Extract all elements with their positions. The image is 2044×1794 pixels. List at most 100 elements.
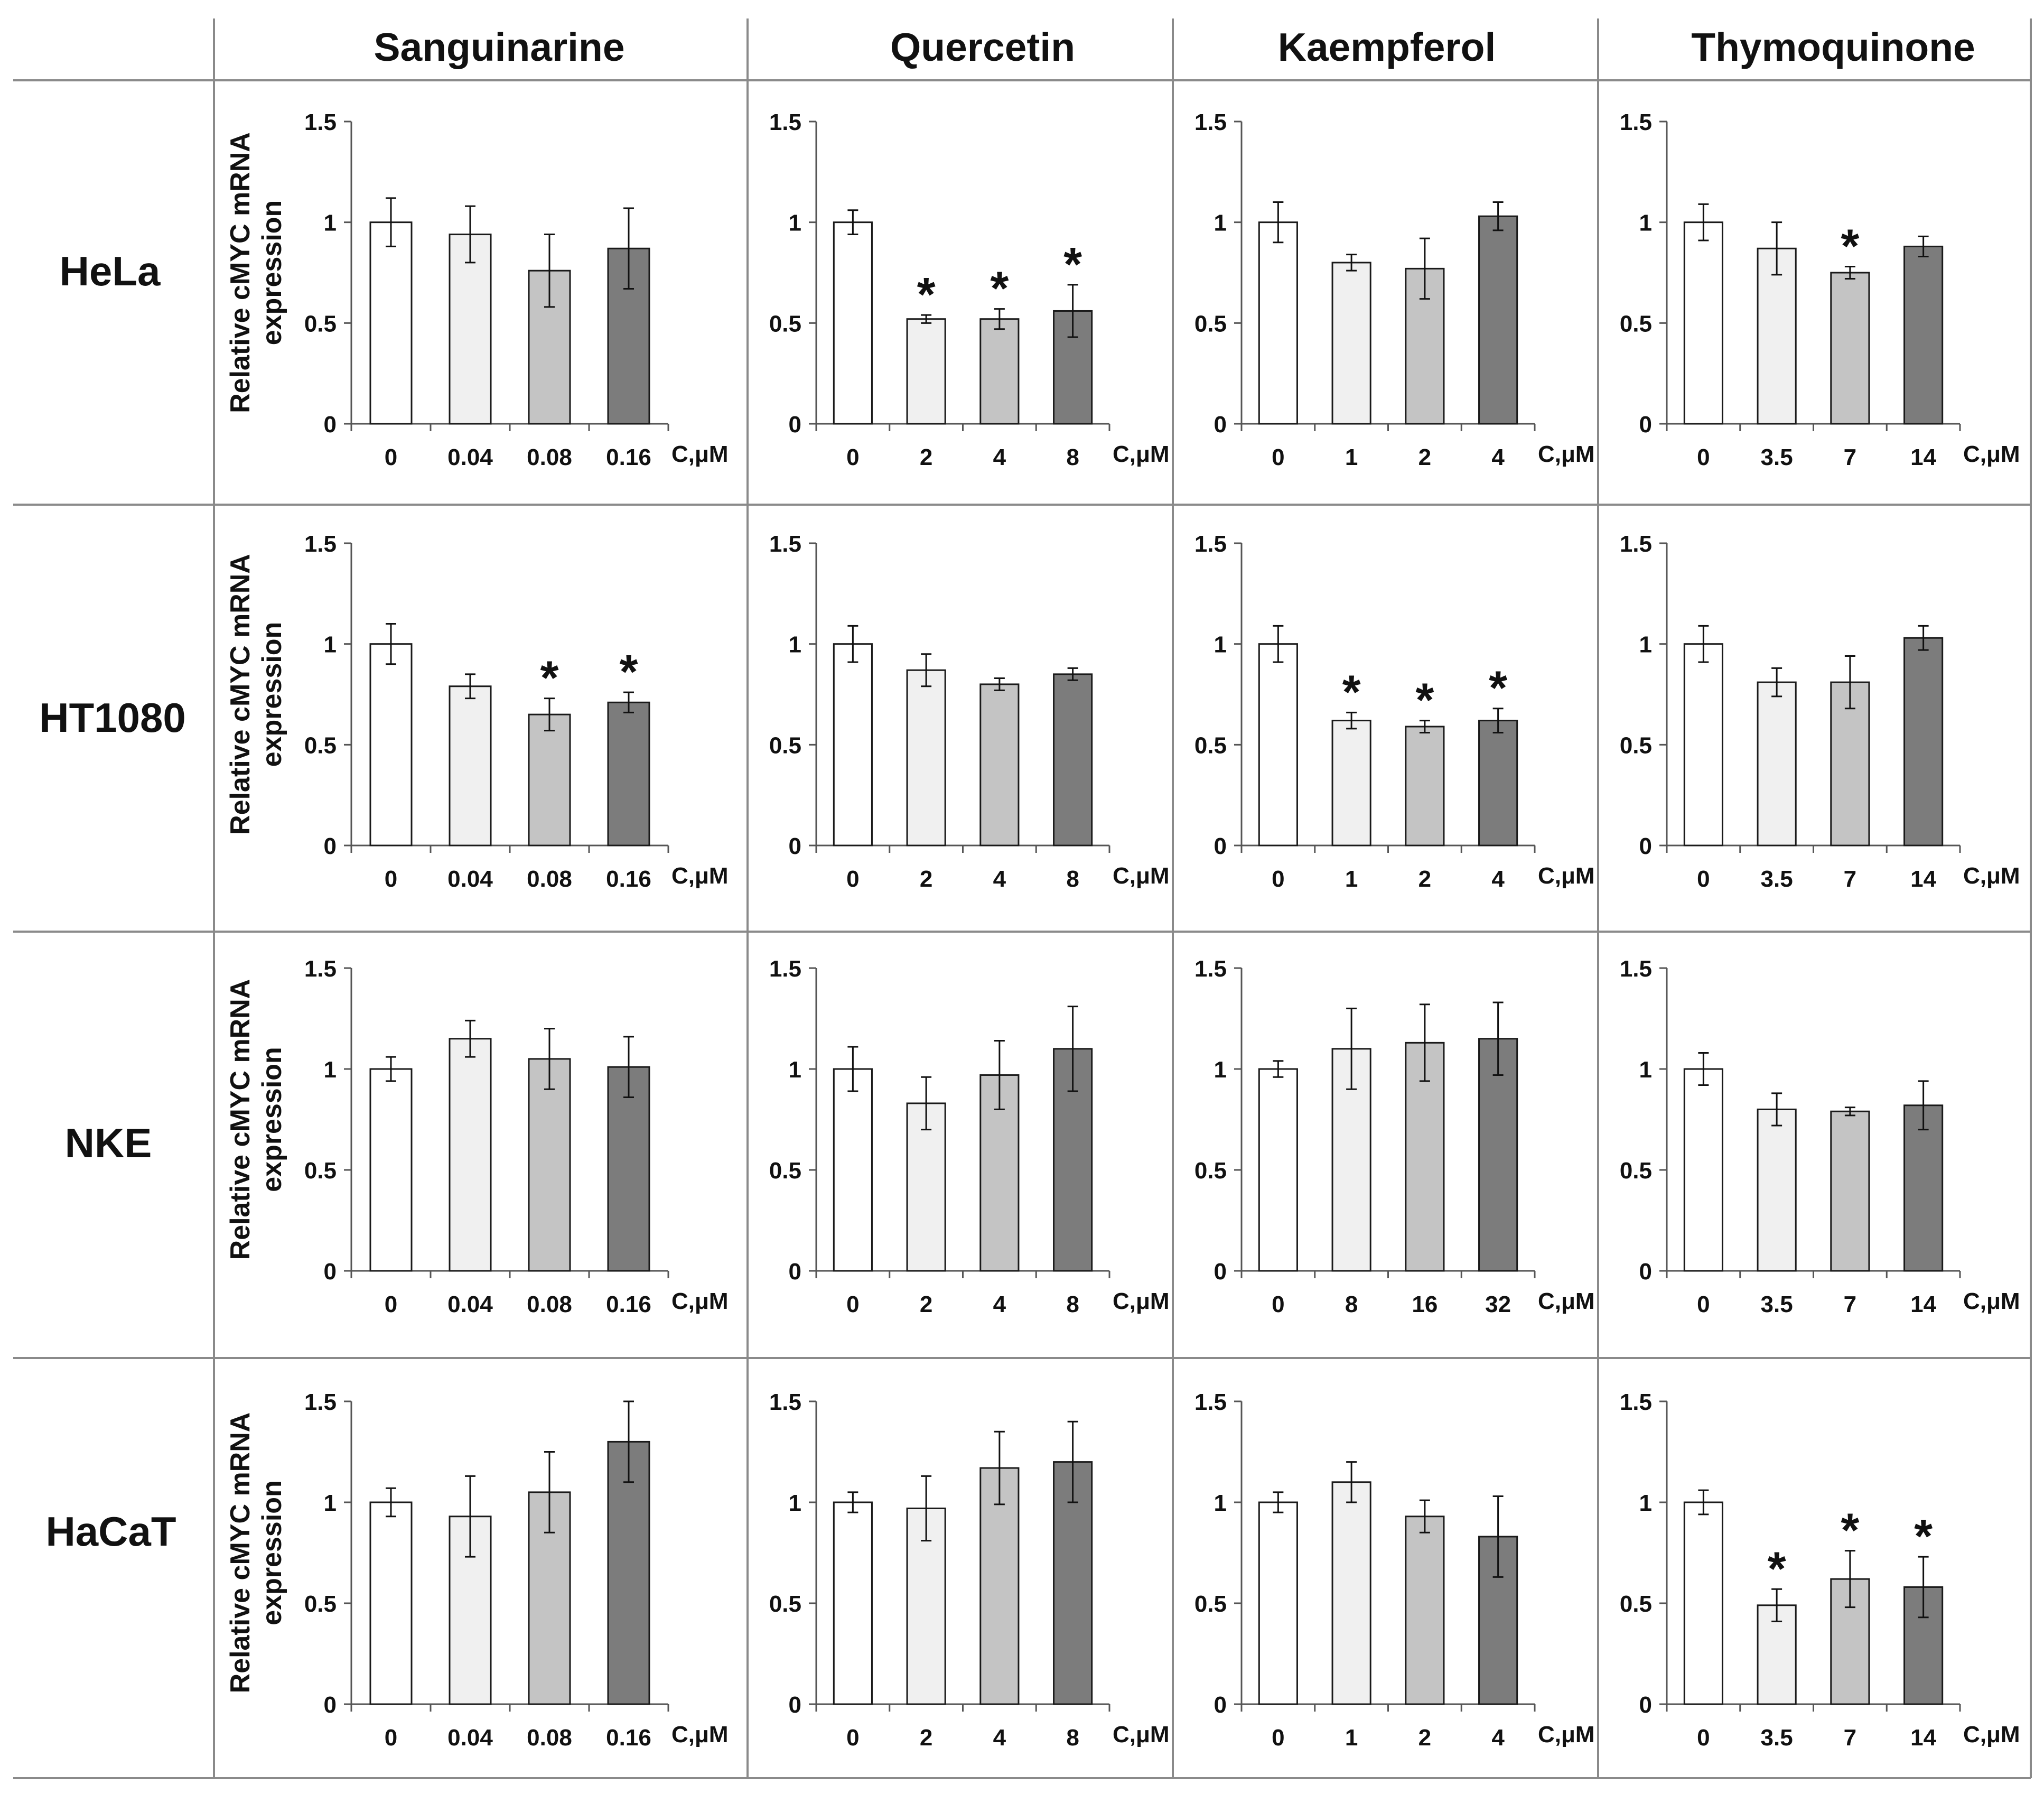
x-tick-label: 0: [846, 866, 859, 892]
bar-0: [1258, 643, 1298, 847]
x-tick-label: 3.5: [1761, 1291, 1793, 1317]
bar-8: [1053, 673, 1093, 847]
y-tick-label: 0.5: [769, 311, 801, 337]
chart-hacat-sanguinarine: 0 0.5 1 1.5 0 0.04 0.08 0.16 C,μM Relative cMYC m…: [225, 1389, 729, 1751]
y-axis-title-line2: expression: [257, 1480, 287, 1625]
chart-ht1080-sanguinarine: 0 0.5 1 1.5 0 0.04 * 0.08 * 0.16 C,μM Relative cMYC…: [225, 531, 729, 892]
x-tick-label: 2: [920, 1725, 932, 1751]
x-unit-label: C,μM: [1538, 441, 1595, 467]
x-tick-label: 2: [1418, 866, 1431, 892]
bar-7: [1830, 272, 1870, 425]
x-tick-label: 0: [1272, 1291, 1284, 1317]
chart-ht1080-thymoquinone: 0 0.5 1 1.5 0 3.5 7 14 C,μM: [1620, 531, 2020, 892]
x-tick-label: 0.08: [527, 1291, 572, 1317]
bar-4: [979, 1467, 1020, 1705]
chart-hacat-quercetin: 0 0.5 1 1.5 0 2 4 8 C,μM: [769, 1389, 1170, 1751]
y-tick-label: 0.5: [1620, 1158, 1652, 1184]
y-tick-label: 0: [324, 1692, 337, 1718]
y-axis-title-line1: Relative cMYC mRNA: [225, 979, 256, 1260]
significance-marker: *: [1489, 662, 1507, 715]
bar-0: [833, 1068, 873, 1272]
x-tick-label: 0: [385, 444, 397, 470]
column-header-sanguinarine: Sanguinarine: [374, 25, 624, 69]
y-tick-label: 0.5: [304, 732, 337, 758]
x-tick-label: 0.08: [527, 444, 572, 470]
y-tick-label: 0: [1639, 412, 1652, 438]
x-tick-label: 0.08: [527, 866, 572, 892]
bar-14: [1903, 637, 1944, 847]
chart-nke-thymoquinone: 0 0.5 1 1.5 0 3.5 7 14 C,μM: [1620, 956, 2020, 1317]
y-tick-label: 0.5: [1620, 732, 1652, 758]
y-axis-title-line2: expression: [257, 622, 287, 767]
y-tick-label: 1.5: [769, 1389, 801, 1415]
chart-hela-kaempferol: 0 0.5 1 1.5 0 1 2 4 C,μM: [1194, 109, 1595, 470]
bar-0.16: [607, 701, 650, 847]
y-tick-label: 1: [789, 632, 801, 658]
x-tick-label: 8: [1066, 444, 1079, 470]
bar-0: [1258, 221, 1298, 425]
y-tick-label: 0.5: [769, 732, 801, 758]
y-tick-label: 0: [789, 833, 801, 859]
y-tick-label: 1: [789, 210, 801, 236]
x-unit-label: C,μM: [671, 863, 729, 889]
column-headers: Sanguinarine Quercetin Kaempferol Thymoq…: [374, 25, 1975, 69]
y-tick-label: 0: [1214, 833, 1227, 859]
y-tick-label: 1.5: [304, 109, 337, 135]
y-tick-label: 1.5: [1194, 1389, 1227, 1415]
bar-7: [1830, 681, 1870, 847]
y-axis-title-line1: Relative cMYC mRNA: [225, 554, 256, 835]
chart-hacat-kaempferol: 0 0.5 1 1.5 0 1 2 4 C,μM: [1194, 1389, 1595, 1751]
y-axis-title-line2: expression: [257, 1047, 287, 1192]
y-tick-label: 1: [324, 210, 337, 236]
bar-1: [1331, 262, 1371, 425]
x-tick-label: 0: [1697, 1291, 1710, 1317]
x-tick-label: 0.04: [447, 1291, 493, 1317]
y-tick-label: 0: [324, 833, 337, 859]
x-tick-label: 0: [385, 1725, 397, 1751]
row-headers: HeLa HT1080 NKE HaCaT: [39, 248, 186, 1555]
y-tick-label: 1.5: [1620, 1389, 1652, 1415]
row-header-ht1080: HT1080: [39, 694, 186, 741]
x-tick-label: 0.16: [606, 1291, 651, 1317]
x-tick-label: 4: [1491, 1725, 1505, 1751]
bar-0.04: [449, 1038, 492, 1272]
y-tick-label: 1.5: [304, 531, 337, 557]
bar-0: [1683, 1068, 1723, 1272]
significance-marker: *: [540, 652, 558, 705]
x-unit-label: C,μM: [1113, 863, 1170, 889]
x-tick-label: 0: [846, 1725, 859, 1751]
y-tick-label: 0: [1639, 833, 1652, 859]
y-tick-label: 1: [324, 1490, 337, 1516]
table-grid: [13, 18, 2032, 1779]
x-unit-label: C,μM: [1963, 1722, 2020, 1747]
y-tick-label: 0.5: [1194, 311, 1227, 337]
y-tick-label: 1.5: [769, 531, 801, 557]
bar-0: [369, 1068, 413, 1272]
y-tick-label: 0.5: [769, 1591, 801, 1617]
x-tick-label: 4: [1491, 866, 1505, 892]
y-tick-label: 1: [1639, 1490, 1652, 1516]
bar-14: [1903, 245, 1944, 425]
x-tick-label: 0.16: [606, 444, 651, 470]
y-tick-label: 1: [1639, 210, 1652, 236]
chart-hela-sanguinarine: 0 0.5 1 1.5 0 0.04 0.08 0.16 C,μM Relative cMYC m…: [225, 109, 729, 470]
x-tick-label: 0.08: [527, 1725, 572, 1751]
bar-32: [1478, 1038, 1518, 1272]
chart-hacat-thymoquinone: 0 0.5 1 1.5 0 * 3.5 * 7 * 14 C,μM: [1620, 1389, 2020, 1751]
significance-marker: *: [1841, 1504, 1859, 1557]
y-axis-title-line2: expression: [257, 200, 287, 346]
y-tick-label: 0.5: [1620, 311, 1652, 337]
chart-ht1080-quercetin: 0 0.5 1 1.5 0 2 4 8 C,μM: [769, 531, 1170, 892]
chart-ht1080-kaempferol: 0 0.5 1 1.5 0 * 1 * 2 * 4 C,μM: [1194, 531, 1595, 892]
x-tick-label: 14: [1910, 1291, 1936, 1317]
y-tick-label: 1: [1214, 210, 1227, 236]
y-tick-label: 1.5: [769, 109, 801, 135]
x-tick-label: 0.16: [606, 1725, 651, 1751]
y-tick-label: 1.5: [1620, 109, 1652, 135]
x-tick-label: 2: [1418, 1725, 1431, 1751]
y-tick-label: 0: [1639, 1259, 1652, 1285]
bar-0: [1258, 1068, 1298, 1272]
y-tick-label: 1: [324, 632, 337, 658]
x-unit-label: C,μM: [1113, 1722, 1170, 1747]
